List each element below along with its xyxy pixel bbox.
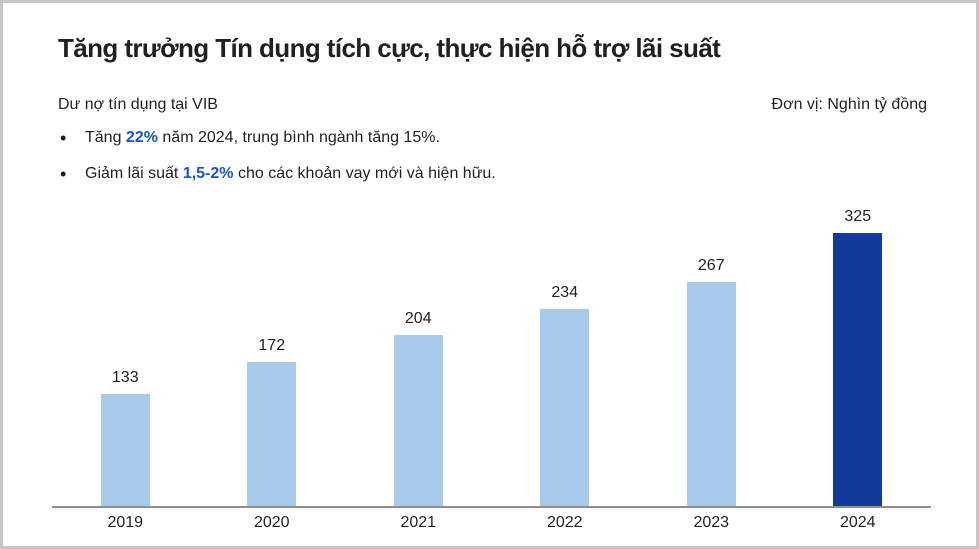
bullet-list: Tăng 22% năm 2024, trung bình ngành tăng…: [58, 127, 496, 199]
chart-subtitle: Dư nợ tín dụng tại VIB: [58, 96, 218, 113]
x-tick-2019: 2019: [107, 514, 144, 531]
bar-value-label-2021: 204: [404, 310, 432, 327]
x-tick-2022: 2022: [546, 514, 583, 531]
bullet-credit-growth: Tăng 22% năm 2024, trung bình ngành tăng…: [58, 127, 496, 149]
slide-title: Tăng trưởng Tín dụng tích cực, thực hiện…: [58, 33, 721, 63]
bar-slot-2021: 204: [345, 203, 492, 506]
bar-2023: [686, 282, 736, 506]
unit-label: Đơn vị: Nghìn tỷ đồng: [771, 96, 927, 113]
meta-row: Dư nợ tín dụng tại VIB Đơn vị: Nghìn tỷ …: [58, 96, 927, 114]
bar-value-label-2023: 267: [697, 257, 725, 274]
bar-2024: [833, 233, 883, 506]
bar-slot-2024: 325: [785, 203, 932, 506]
bar-value-label-2024: 325: [844, 208, 872, 225]
bar-value-label-2019: 133: [111, 369, 139, 386]
bar-slot-2019: 133: [52, 203, 199, 506]
x-tick-2023: 2023: [693, 514, 730, 531]
x-tick-2024: 2024: [839, 514, 876, 531]
bullet-text: cho các khoản vay mới và hiện hữu.: [233, 165, 496, 182]
bar-2020: [247, 362, 297, 506]
bullet-highlight-value: 1,5-2%: [182, 165, 234, 182]
bar-2019: [100, 394, 150, 506]
bullet-highlight-value: 22%: [125, 129, 158, 146]
x-tick-2020: 2020: [253, 514, 290, 531]
bullet-text: Giảm lãi suất: [85, 165, 183, 182]
bullet-rate-reduction: Giảm lãi suất 1,5-2% cho các khoản vay m…: [58, 163, 496, 185]
credit-balance-bar-chart: 133 172 204 234 267 325 2019 2020 2021 2022 2023 2…: [52, 203, 931, 532]
bar-2022: [540, 309, 590, 506]
bar-value-label-2020: 172: [258, 337, 286, 354]
bar-slot-2020: 172: [199, 203, 346, 506]
bar-slot-2023: 267: [638, 203, 785, 506]
x-axis: 2019 2020 2021 2022 2023 2024: [52, 514, 931, 532]
bar-2021: [393, 335, 443, 506]
bar-value-label-2022: 234: [551, 284, 579, 301]
bullet-text: năm 2024, trung bình ngành tăng 15%.: [157, 129, 440, 146]
bar-slot-2022: 234: [492, 203, 639, 506]
x-tick-2021: 2021: [400, 514, 437, 531]
bullet-text: Tăng: [85, 129, 126, 146]
chart-plot-area: 133 172 204 234 267 325: [52, 203, 931, 508]
